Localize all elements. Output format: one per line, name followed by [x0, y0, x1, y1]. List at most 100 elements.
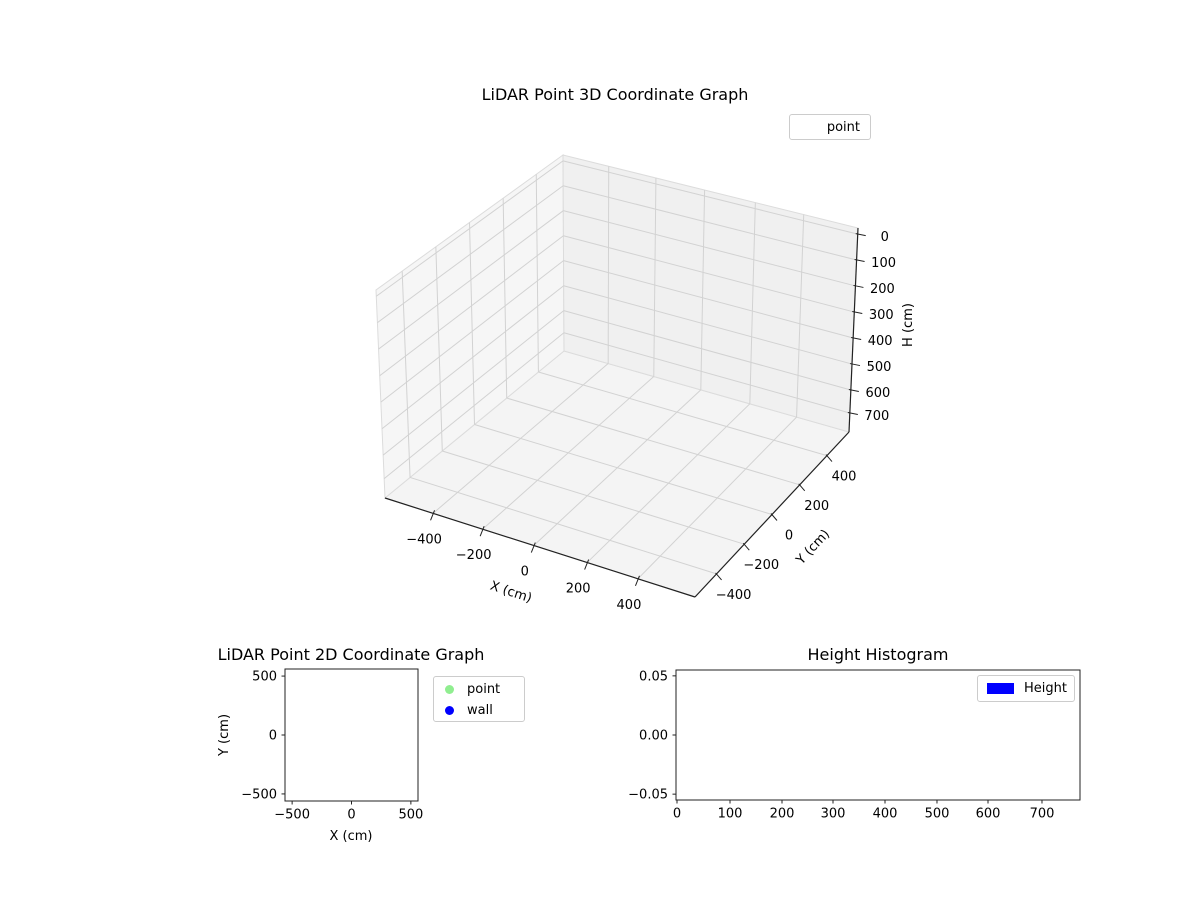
x-tick [530, 542, 536, 553]
grid-line [432, 363, 609, 514]
plot3d-legend-label: point [826, 119, 860, 135]
grid-line [383, 332, 565, 480]
grid-line [409, 476, 717, 575]
height-swatch-icon [987, 683, 1014, 694]
plot3d-ylabel: Y (cm) [793, 527, 833, 569]
grid-line [380, 260, 564, 403]
y-tick [825, 454, 833, 462]
x-tick-label: 400 [617, 598, 642, 613]
y-tick-label: 200 [804, 499, 829, 514]
x-tick-label: 600 [976, 807, 1001, 822]
x-tick-label: 0 [673, 807, 681, 822]
grid-line [749, 202, 756, 404]
x-tick-label: 100 [718, 807, 743, 822]
plot3d-zlabel: H (cm) [901, 303, 916, 347]
z-tick [855, 233, 866, 237]
z-tick-label: 400 [868, 334, 893, 349]
grid-line [563, 310, 851, 391]
z-tick [853, 284, 864, 288]
x-tick-label: 200 [770, 807, 795, 822]
grid-line [637, 416, 797, 580]
plot3d-axes: −400−2000200400−400−20002004000100200300… [375, 154, 896, 613]
y-tick-label: 400 [832, 470, 857, 485]
z-tick [849, 363, 861, 367]
plot2d-xlabel: X (cm) [330, 829, 373, 844]
x-tick-label: 0 [347, 808, 355, 823]
grid-line [562, 160, 858, 235]
z-tick [852, 311, 863, 315]
x-tick-label: 0 [521, 565, 529, 580]
grid-line [442, 450, 745, 545]
x-tick-label: −200 [456, 548, 492, 563]
z-tick [848, 388, 859, 392]
z-tick-label: 300 [869, 308, 894, 323]
x-tick-label: 300 [821, 807, 846, 822]
z-tick-label: 0 [881, 230, 889, 245]
plot2d-legend-row-wall: wall [434, 700, 524, 721]
grid-line [506, 397, 800, 486]
grid-line [377, 185, 564, 324]
grid-line [474, 424, 773, 515]
plot2d-ylabel: Y (cm) [217, 714, 232, 757]
z-tick-label: 700 [864, 409, 889, 424]
x-tick-label: 700 [1030, 807, 1055, 822]
grid-line [533, 389, 702, 546]
histogram-legend: Height [977, 675, 1075, 702]
grid-line [796, 214, 805, 418]
z-tick-label: 200 [870, 282, 895, 297]
histogram-legend-label: Height [1024, 681, 1067, 696]
plot2d-legend: point wall [433, 676, 525, 722]
grid-line [502, 198, 508, 399]
y-tick [715, 572, 722, 581]
x-tick [584, 559, 590, 570]
plot2d-legend-row-point: point [434, 679, 524, 700]
y-tick [742, 542, 750, 551]
y-tick-label: −0.05 [628, 788, 668, 803]
plot3d-xlabel: X (cm) [488, 579, 534, 607]
grid-line [382, 310, 565, 456]
y-tick-label: 0.05 [639, 669, 668, 684]
wall-marker-icon [445, 706, 454, 715]
plot2d-legend-label-point: point [467, 682, 501, 697]
x-axis-line [384, 497, 696, 598]
plot3d-title: LiDAR Point 3D Coordinate Graph [482, 85, 749, 104]
z-tick-label: 100 [871, 256, 896, 271]
grid-line [482, 376, 655, 530]
grid-line [378, 210, 564, 350]
x-tick-label: 500 [398, 808, 423, 823]
plot3d-legend: point [789, 114, 871, 140]
x-tick [479, 525, 485, 537]
grid-line [586, 403, 751, 563]
grid-line [700, 190, 706, 390]
x-tick-label: 500 [925, 807, 950, 822]
grid-line [563, 210, 856, 287]
grid-line [469, 222, 475, 425]
grid-line [379, 235, 564, 377]
z-tick-label: 600 [865, 386, 890, 401]
x-tick [430, 510, 436, 521]
z-axis-line [848, 227, 859, 433]
y-tick-label: −500 [241, 787, 277, 802]
grid-line [381, 285, 564, 430]
grid-line [401, 271, 411, 478]
z-tick [854, 259, 865, 263]
plot2d-axes: −500 0 500 500 0 −500 [241, 668, 423, 823]
plot2d-frame [284, 668, 419, 802]
y-tick [798, 483, 806, 492]
y-tick-label: 0 [785, 529, 793, 544]
z-tick [851, 336, 862, 340]
grid-line [538, 371, 828, 457]
grid-line [563, 235, 855, 313]
y-tick [770, 513, 778, 521]
grid-line [563, 260, 854, 339]
y-tick-label: 500 [252, 670, 277, 685]
x-tick-label: −400 [406, 532, 442, 547]
grid-line [607, 166, 610, 364]
grid-line [375, 160, 564, 297]
grid-line [563, 332, 850, 414]
y-tick-label: 0 [269, 729, 277, 744]
grid-line [563, 185, 857, 261]
x-tick [634, 575, 640, 586]
